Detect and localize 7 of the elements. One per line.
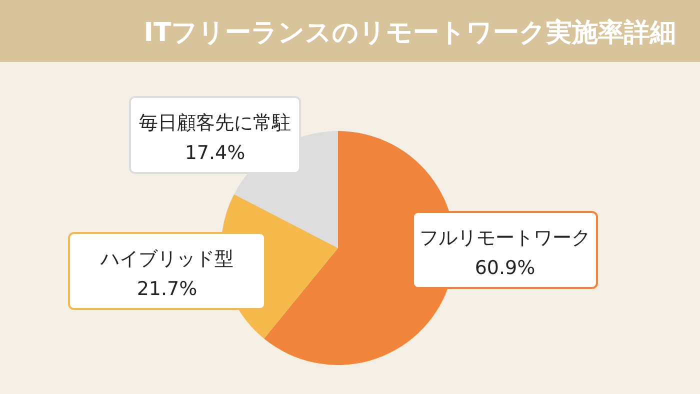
data-label: 17.4% [184,142,246,164]
slice-label: ハイブリッド型 [100,248,234,270]
slice-label: 毎日顧客先に常駐 [139,112,291,134]
slice-label: フルリモートワーク [420,227,590,249]
data-label: 60.9% [474,257,536,279]
data-label: 21.7% [136,278,198,300]
chart-title: ITフリーランスのリモートワーク実施率詳細 [144,18,676,48]
